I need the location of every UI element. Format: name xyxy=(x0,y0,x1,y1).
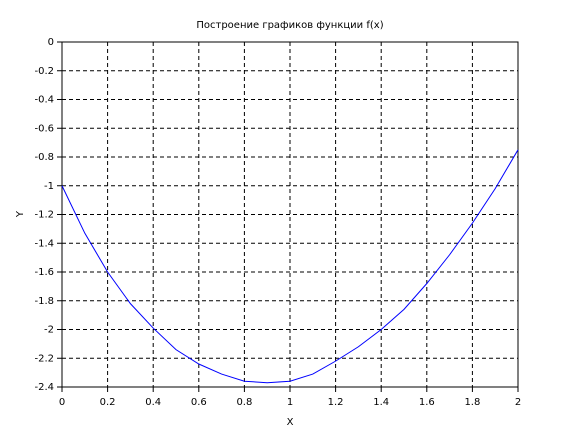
y-tick-label: -0.8 xyxy=(34,152,54,163)
x-tick-label: 1.2 xyxy=(328,397,344,408)
y-tick-label: -1.6 xyxy=(34,267,54,278)
x-tick-label: 0.2 xyxy=(100,397,116,408)
y-tick-label: -2.4 xyxy=(34,382,54,393)
y-tick-label: -2.2 xyxy=(34,353,54,364)
line-series xyxy=(61,149,519,384)
y-tick-label: -0.4 xyxy=(34,95,54,106)
y-tick-label: -1.4 xyxy=(34,238,54,249)
x-tick-label: 1.8 xyxy=(464,397,480,408)
y-tick-label: -1 xyxy=(44,181,54,192)
chart-title: Построение графиков функции f(x) xyxy=(196,20,383,31)
x-tick-label: 0 xyxy=(59,397,65,408)
x-tick-label: 1.6 xyxy=(419,397,435,408)
x-tick-label: 0.6 xyxy=(191,397,207,408)
x-axis-label: X xyxy=(287,417,294,428)
x-tick-label: 2 xyxy=(515,397,521,408)
y-tick-label: -2 xyxy=(44,325,54,336)
y-tick-label: -1.8 xyxy=(34,296,54,307)
x-tick-label: 0.4 xyxy=(145,397,161,408)
x-tick-label: 0.8 xyxy=(236,397,252,408)
y-tick-label: -1.2 xyxy=(34,210,54,221)
x-tick-label: 1 xyxy=(287,397,293,408)
plot-frame xyxy=(61,41,519,388)
y-tick-label: -0.6 xyxy=(34,123,54,134)
y-tick-label: -0.2 xyxy=(34,66,54,77)
y-tick-label: 0 xyxy=(48,37,54,48)
x-tick-label: 1.4 xyxy=(373,397,389,408)
y-axis-label: Y xyxy=(15,210,26,218)
